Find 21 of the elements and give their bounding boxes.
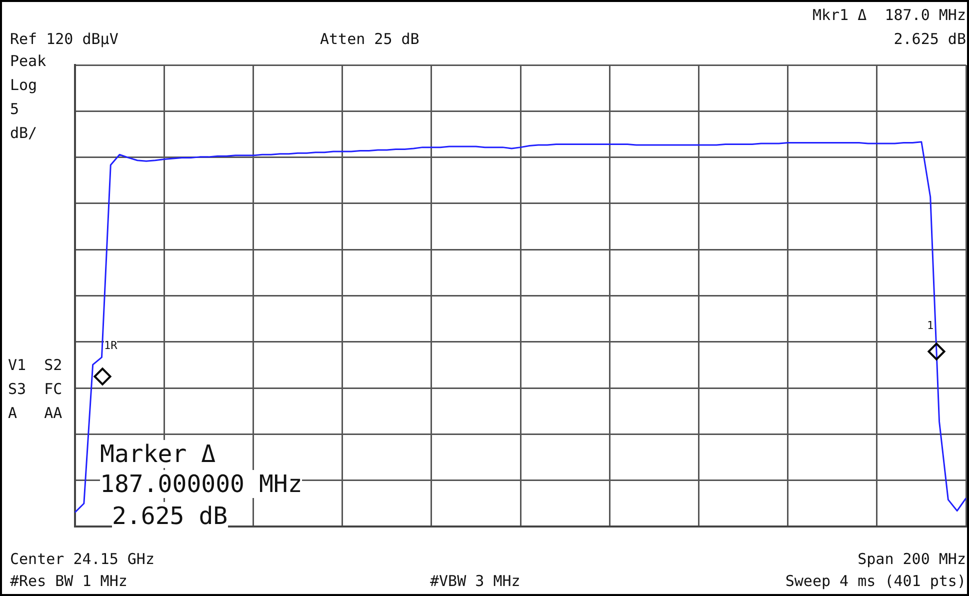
annotation: 1R xyxy=(104,339,118,352)
text: S3 FC xyxy=(8,380,62,398)
text: #VBW 3 MHz xyxy=(430,572,520,590)
annotation: Marker Δ xyxy=(100,440,216,468)
text: V1 S2 xyxy=(8,356,62,374)
text: Sweep 4 ms (401 pts) xyxy=(785,572,966,590)
text: dB/ xyxy=(10,124,38,142)
text: Center 24.15 GHz xyxy=(10,550,154,568)
text: Atten 25 dB xyxy=(320,30,420,48)
text: #Res BW 1 MHz xyxy=(10,572,128,590)
text: 2.625 dB xyxy=(894,30,966,48)
annotation: 1 xyxy=(927,319,934,332)
text: Peak xyxy=(10,52,46,70)
text: 5 xyxy=(10,100,20,118)
text: Log xyxy=(10,76,38,94)
annotation: 2.625 dB xyxy=(112,502,228,530)
text: Span 200 MHz xyxy=(858,550,966,568)
annotation: 187.000000 MHz xyxy=(100,470,302,498)
text: A AA xyxy=(8,404,62,422)
text: Ref 120 dBµV xyxy=(10,30,118,48)
text: Mkr1 Δ 187.0 MHz xyxy=(812,6,966,24)
